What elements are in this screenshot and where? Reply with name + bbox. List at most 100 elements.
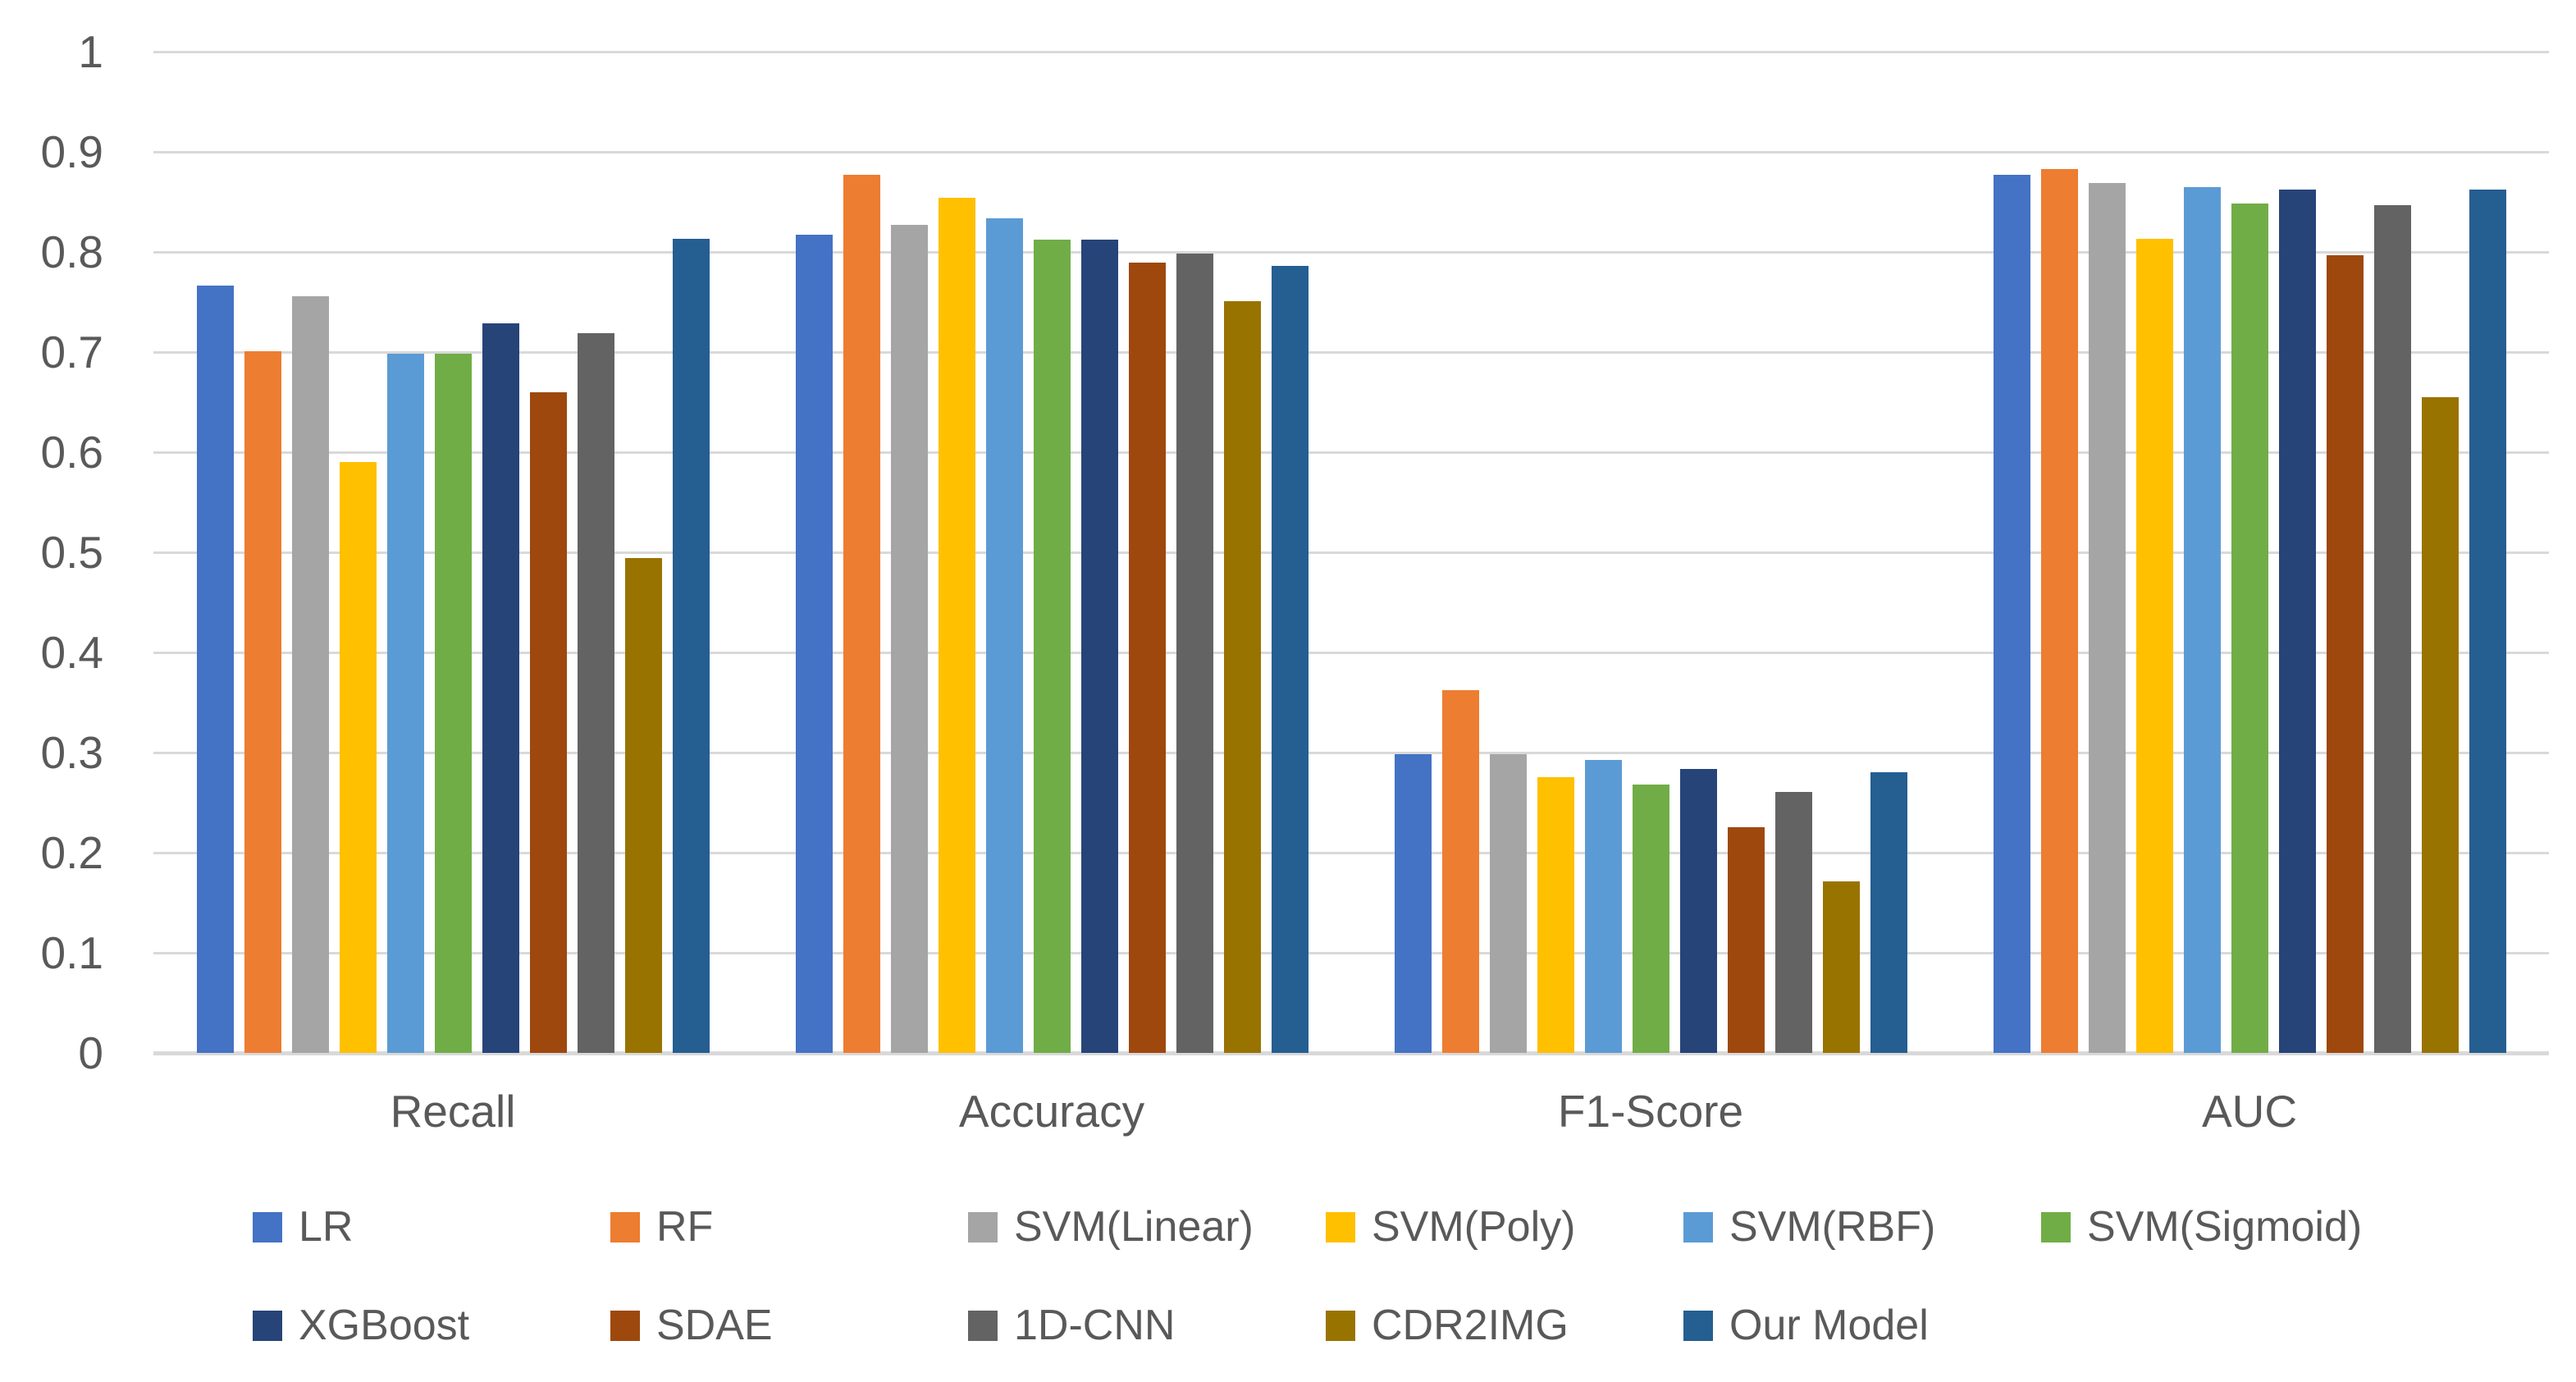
legend-label-svm-poly: SVM(Poly) — [1372, 1203, 1576, 1251]
bar-auc-1d-cnn — [2373, 205, 2411, 1053]
legend-swatch-cdr2img — [1326, 1310, 1355, 1341]
plot-area — [153, 50, 2549, 1055]
bar-f1-score-svm-rbf — [1584, 760, 1622, 1053]
legend-label-sdae: SDAE — [656, 1302, 773, 1349]
y-tick-label-0.7: 0.7 — [40, 327, 103, 378]
bar-recall-sdae — [529, 392, 567, 1053]
bar-f1-score-our-model — [1870, 772, 1907, 1053]
bar-group-auc — [1950, 52, 2549, 1053]
bar-auc-our-model — [2469, 190, 2506, 1053]
bar-accuracy-rf — [843, 175, 880, 1053]
y-tick-label-0.2: 0.2 — [40, 827, 103, 878]
legend-swatch-svm-linear — [968, 1211, 998, 1242]
legend-label-our-model: Our Model — [1729, 1302, 1929, 1349]
bar-recall-xgboost — [482, 323, 519, 1053]
bar-f1-score-xgboost — [1679, 769, 1717, 1053]
bar-f1-score-svm-sigmoid — [1632, 785, 1669, 1053]
legend-label-lr: LR — [299, 1203, 354, 1251]
legend-swatch-svm-poly — [1326, 1211, 1355, 1242]
legend-swatch-sdae — [610, 1310, 640, 1341]
gridline-0.8 — [153, 250, 2549, 254]
bar-recall-svm-rbf — [386, 354, 424, 1053]
legend-swatch-our-model — [1683, 1310, 1713, 1341]
y-tick-label-0.4: 0.4 — [40, 627, 103, 678]
bar-f1-score-sdae — [1727, 827, 1765, 1053]
bar-auc-sdae — [2326, 255, 2364, 1053]
legend-label-rf: RF — [656, 1203, 714, 1251]
gridline-1 — [153, 50, 2549, 53]
gridline-0.9 — [153, 150, 2549, 153]
bar-accuracy-lr — [795, 235, 833, 1053]
y-tick-label-0.6: 0.6 — [40, 427, 103, 478]
bar-auc-svm-rbf — [2183, 187, 2221, 1053]
bar-group-accuracy — [752, 52, 1351, 1053]
category-label-f1-score: F1-Score — [1557, 1086, 1744, 1137]
bar-auc-svm-poly — [2135, 239, 2173, 1053]
legend-swatch-svm-sigmoid — [2041, 1211, 2071, 1242]
gridline-0.5 — [153, 551, 2549, 554]
bar-accuracy-our-model — [1271, 266, 1309, 1053]
legend-item-our-model: Our Model — [1683, 1298, 2041, 1352]
legend-swatch-lr — [253, 1211, 282, 1242]
gridline-0.7 — [153, 350, 2549, 354]
bar-recall-rf — [244, 351, 281, 1053]
bar-f1-score-svm-linear — [1489, 754, 1527, 1053]
legend-item-sdae: SDAE — [610, 1298, 968, 1352]
legend-item-lr: LR — [253, 1200, 610, 1254]
category-label-recall: Recall — [390, 1086, 516, 1137]
category-label-auc: AUC — [2201, 1086, 2298, 1137]
legend-label-1d-cnn: 1D-CNN — [1014, 1302, 1176, 1349]
bar-auc-lr — [1993, 175, 2030, 1053]
legend-swatch-rf — [610, 1211, 640, 1242]
bar-f1-score-1d-cnn — [1774, 792, 1812, 1053]
bar-group-recall — [153, 52, 752, 1053]
bar-accuracy-svm-poly — [938, 198, 975, 1053]
gridline-0.6 — [153, 451, 2549, 454]
y-tick-label-0.5: 0.5 — [40, 527, 103, 578]
bar-recall-svm-sigmoid — [434, 354, 472, 1053]
legend-item-svm-poly: SVM(Poly) — [1326, 1200, 1683, 1254]
y-tick-label-0.9: 0.9 — [40, 126, 103, 177]
gridline-0.1 — [153, 951, 2549, 954]
legend-item-xgboost: XGBoost — [253, 1298, 610, 1352]
bar-recall-our-model — [672, 239, 710, 1053]
legend-label-cdr2img: CDR2IMG — [1372, 1302, 1569, 1349]
bar-f1-score-rf — [1441, 690, 1479, 1053]
bar-accuracy-svm-linear — [890, 225, 928, 1053]
y-tick-label-0.3: 0.3 — [40, 727, 103, 778]
bar-accuracy-svm-rbf — [985, 218, 1023, 1053]
gridline-0.3 — [153, 751, 2549, 754]
x-axis: Recall Accuracy F1-Score AUC — [153, 1085, 2549, 1142]
legend-item-svm-sigmoid: SVM(Sigmoid) — [2041, 1200, 2399, 1254]
bar-accuracy-sdae — [1128, 263, 1166, 1053]
bar-auc-xgboost — [2278, 190, 2316, 1053]
y-tick-label-0: 0 — [78, 1027, 103, 1078]
bar-accuracy-xgboost — [1080, 240, 1118, 1053]
bar-recall-svm-poly — [339, 462, 377, 1053]
chart-legend: LR RF SVM(Linear) SVM(Poly) SVM(RBF) SVM(Sigm… — [253, 1200, 2399, 1352]
legend-label-svm-linear: SVM(Linear) — [1014, 1203, 1254, 1251]
gridline-0.4 — [153, 651, 2549, 654]
bar-group-f1-score — [1351, 52, 1950, 1053]
bar-recall-svm-linear — [291, 296, 329, 1053]
bar-auc-cdr2img — [2421, 397, 2459, 1053]
legend-swatch-1d-cnn — [968, 1310, 998, 1341]
bar-accuracy-cdr2img — [1223, 301, 1261, 1053]
legend-label-svm-sigmoid: SVM(Sigmoid) — [2087, 1203, 2363, 1251]
legend-item-svm-rbf: SVM(RBF) — [1683, 1200, 2041, 1254]
bar-recall-lr — [196, 286, 234, 1053]
legend-item-svm-linear: SVM(Linear) — [968, 1200, 1326, 1254]
y-axis: 0 0.1 0.2 0.3 0.4 0.5 0.6 0.7 0.8 0.9 1 — [0, 0, 107, 1382]
y-tick-label-1: 1 — [78, 26, 103, 77]
bar-f1-score-cdr2img — [1822, 881, 1860, 1053]
legend-item-rf: RF — [610, 1200, 968, 1254]
bar-accuracy-svm-sigmoid — [1033, 240, 1071, 1053]
bar-f1-score-lr — [1394, 754, 1432, 1053]
legend-label-svm-rbf: SVM(RBF) — [1729, 1203, 1936, 1251]
gridline-0.2 — [153, 851, 2549, 854]
bar-auc-svm-sigmoid — [2231, 204, 2268, 1053]
legend-item-1d-cnn: 1D-CNN — [968, 1298, 1326, 1352]
legend-label-xgboost: XGBoost — [299, 1302, 470, 1349]
bar-f1-score-svm-poly — [1537, 777, 1574, 1053]
